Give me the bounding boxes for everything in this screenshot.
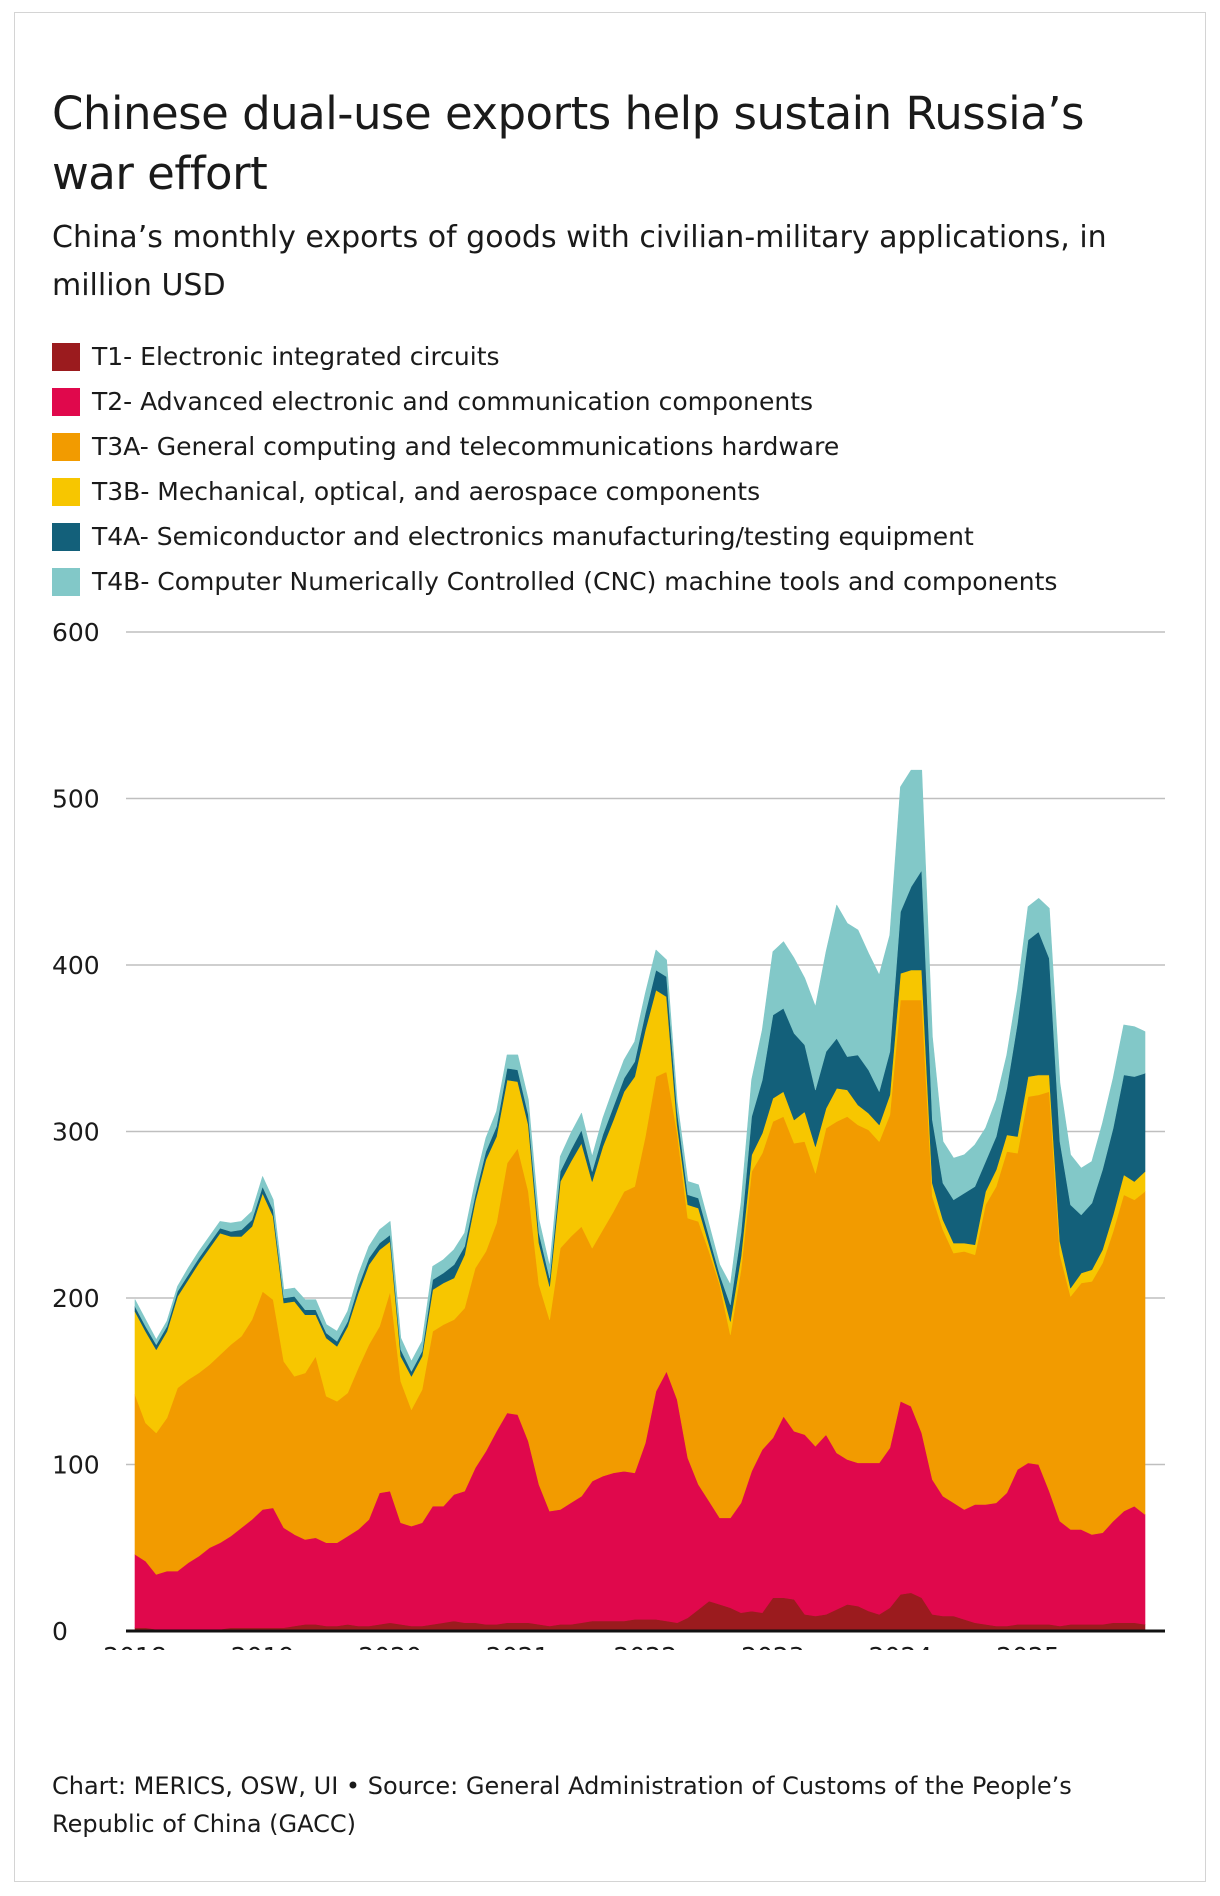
stacked-area-chart: 0 100 200 300 400 500 600 2018 2019 2020 2021 2022…: [52, 618, 1165, 1650]
legend-swatch-t3a: [52, 432, 80, 461]
area-series: [134, 769, 1146, 1632]
x-tick-label-2023: 2023: [741, 1642, 805, 1650]
legend-item-t3b: T3B- Mechanical, optical, and aerospace …: [52, 469, 1057, 514]
legend-swatch-t3b: [52, 477, 80, 506]
legend-item-t1: T1- Electronic integrated circuits: [52, 334, 1057, 379]
legend-item-t2: T2- Advanced electronic and communicatio…: [52, 379, 1057, 424]
legend-label-t2: T2- Advanced electronic and communicatio…: [92, 387, 814, 416]
x-tick-label-2020: 2020: [358, 1642, 422, 1650]
legend-label-t4a: T4A- Semiconductor and electronics manuf…: [92, 522, 974, 551]
legend-swatch-t4b: [52, 567, 80, 596]
y-tick-label-100: 100: [52, 1451, 100, 1480]
legend-swatch-t4a: [52, 522, 80, 551]
x-tick-label-2019: 2019: [231, 1642, 295, 1650]
chart-subtitle: China’s monthly exports of goods with ci…: [52, 220, 1107, 303]
legend-item-t4b: T4B- Computer Numerically Controlled (CN…: [52, 559, 1057, 604]
legend-item-t4a: T4A- Semiconductor and electronics manuf…: [52, 514, 1057, 559]
legend-label-t4b: T4B- Computer Numerically Controlled (CN…: [92, 567, 1058, 596]
legend-swatch-t1: [52, 342, 80, 371]
chart-card: [14, 12, 1206, 1882]
chart-title: Chinese dual-use exports help sustain Ru…: [52, 87, 1084, 200]
legend-swatch-t2: [52, 387, 80, 416]
y-tick-label-300: 300: [52, 1118, 100, 1147]
y-tick-label-600: 600: [52, 618, 100, 647]
x-tick-label-2018: 2018: [103, 1642, 167, 1650]
legend: T1- Electronic integrated circuits T2- A…: [52, 334, 1057, 604]
y-axis-ticks: 0 100 200 300 400 500 600: [52, 618, 100, 1646]
legend-label-t1: T1- Electronic integrated circuits: [92, 342, 500, 371]
y-tick-label-200: 200: [52, 1284, 100, 1313]
y-tick-label-0: 0: [52, 1617, 68, 1646]
y-tick-label-500: 500: [52, 785, 100, 814]
x-tick-label-2022: 2022: [614, 1642, 678, 1650]
area-series-6: [134, 769, 1146, 1372]
x-tick-label-2021: 2021: [486, 1642, 550, 1650]
x-axis-ticks: 2018 2019 2020 2021 2022 2023 2024 2025: [103, 1642, 1060, 1650]
y-tick-label-400: 400: [52, 951, 100, 980]
x-tick-label-2025: 2025: [996, 1642, 1060, 1650]
x-tick-label-2024: 2024: [869, 1642, 933, 1650]
source-note: Chart: MERICS, OSW, UI • Source: General…: [52, 1772, 1072, 1838]
legend-item-t3a: T3A- General computing and telecommunica…: [52, 424, 1057, 469]
legend-label-t3b: T3B- Mechanical, optical, and aerospace …: [92, 477, 761, 506]
legend-label-t3a: T3A- General computing and telecommunica…: [92, 432, 840, 461]
